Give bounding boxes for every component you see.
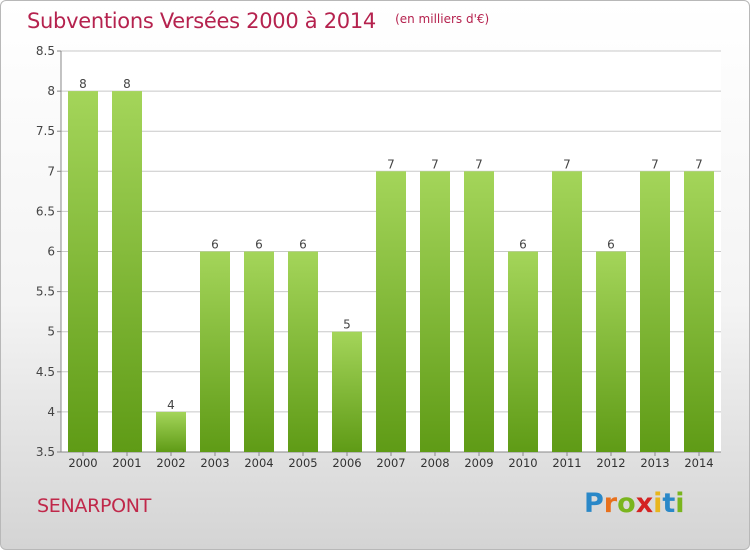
x-tick-label: 2012 — [596, 456, 625, 470]
data-label: 6 — [211, 238, 219, 252]
data-label: 6 — [607, 238, 615, 252]
data-label: 5 — [343, 318, 351, 332]
bar — [156, 411, 186, 452]
y-tick-label: 6 — [47, 245, 55, 259]
y-tick-label: 3.5 — [36, 445, 55, 459]
bar — [464, 171, 494, 453]
bar — [244, 251, 274, 452]
bar — [596, 251, 626, 452]
data-label: 7 — [563, 157, 571, 171]
town-name: SENARPONT — [37, 495, 152, 517]
y-tick-label: 5 — [47, 325, 55, 339]
bar — [640, 171, 670, 453]
bar — [552, 171, 582, 453]
y-tick-label: 8 — [47, 84, 55, 98]
bar — [684, 171, 714, 453]
x-tick-label: 2002 — [156, 456, 185, 470]
bar — [200, 251, 230, 452]
x-tick-label: 2007 — [376, 456, 405, 470]
x-tick-label: 2000 — [68, 456, 97, 470]
y-tick-label: 5.5 — [36, 285, 55, 299]
data-label: 6 — [299, 238, 307, 252]
chart-subtitle: (en milliers d'€) — [395, 12, 490, 26]
chart-title: Subventions Versées 2000 à 2014 — [27, 9, 376, 33]
data-label: 8 — [123, 77, 131, 91]
x-tick-label: 2003 — [200, 456, 229, 470]
bar — [376, 171, 406, 453]
data-label: 4 — [167, 398, 175, 412]
x-tick-label: 2013 — [640, 456, 669, 470]
y-tick-label: 8.5 — [36, 44, 55, 58]
x-tick-label: 2006 — [332, 456, 361, 470]
proxiti-logo: Proxiti — [584, 488, 685, 519]
bar — [508, 251, 538, 452]
data-label: 7 — [431, 157, 439, 171]
y-tick-label: 7 — [47, 164, 55, 178]
x-tick-label: 2004 — [244, 456, 273, 470]
y-tick-label: 4.5 — [36, 365, 55, 379]
data-label: 7 — [387, 157, 395, 171]
bar — [112, 91, 142, 452]
bar — [420, 171, 450, 453]
y-tick-label: 6.5 — [36, 204, 55, 218]
data-label: 7 — [651, 157, 659, 171]
data-label: 7 — [475, 157, 483, 171]
bar — [68, 91, 98, 452]
x-tick-label: 2011 — [552, 456, 581, 470]
data-label: 7 — [695, 157, 703, 171]
bar — [332, 331, 362, 452]
x-tick-label: 2005 — [288, 456, 317, 470]
data-label: 6 — [255, 238, 263, 252]
bar — [288, 251, 318, 452]
x-tick-label: 2001 — [112, 456, 141, 470]
y-tick-label: 7.5 — [36, 124, 55, 138]
data-label: 6 — [519, 238, 527, 252]
x-tick-label: 2009 — [464, 456, 493, 470]
y-tick-label: 4 — [47, 405, 55, 419]
x-tick-label: 2010 — [508, 456, 537, 470]
title-block: Subventions Versées 2000 à 2014 (en mill… — [27, 9, 489, 33]
data-label: 8 — [79, 77, 87, 91]
x-tick-label: 2008 — [420, 456, 449, 470]
x-tick-label: 2014 — [684, 456, 713, 470]
